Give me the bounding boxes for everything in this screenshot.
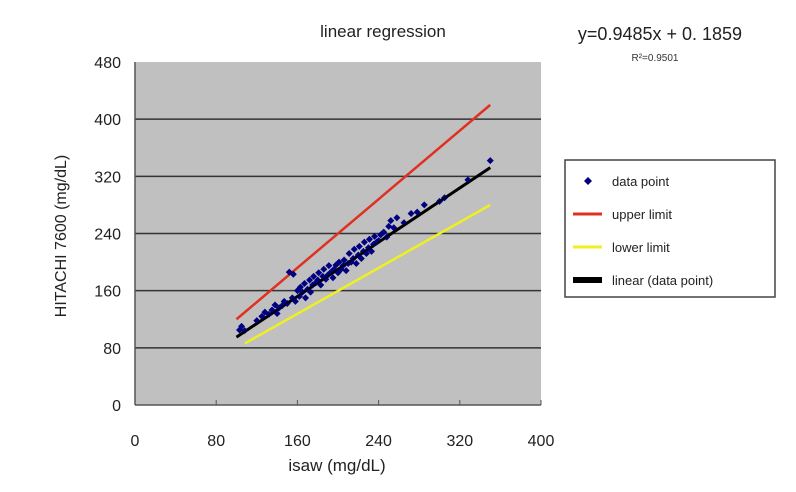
data-point	[360, 238, 368, 246]
x-tick-label: 400	[528, 433, 555, 450]
data-point	[407, 209, 415, 217]
data-point	[342, 267, 350, 275]
data-point	[307, 288, 315, 296]
data-point	[310, 272, 318, 280]
data-point	[385, 222, 393, 230]
data-point	[367, 247, 375, 255]
data-point	[380, 228, 388, 236]
y-axis-label: HITACHI 7600 (mg/dL)	[53, 155, 70, 317]
y-tick-label: 480	[94, 55, 121, 72]
data-point	[352, 260, 360, 268]
data-point	[350, 245, 358, 253]
data-point	[413, 208, 421, 216]
data-point	[238, 322, 246, 330]
data-point	[345, 250, 353, 258]
x-tick-label: 240	[365, 433, 392, 450]
data-point	[340, 256, 348, 264]
data-point	[306, 276, 314, 284]
data-point	[335, 258, 343, 266]
x-tick-label: 320	[446, 433, 473, 450]
y-tick-label: 0	[112, 398, 121, 415]
data-point	[317, 281, 325, 289]
r-squared: R²=0.9501	[632, 53, 679, 64]
data-point	[486, 157, 494, 165]
data-point	[301, 280, 309, 288]
regression-line	[236, 167, 491, 338]
data-point	[302, 294, 310, 302]
data-point	[329, 274, 337, 282]
series-line	[244, 203, 491, 345]
data-point	[320, 265, 328, 273]
data-point	[420, 201, 428, 209]
data-point	[325, 262, 333, 270]
x-tick-label: 80	[207, 433, 225, 450]
data-point	[355, 242, 363, 250]
legend-label: data point	[612, 174, 669, 189]
data-point	[289, 270, 297, 278]
legend-label: linear (data point)	[612, 273, 713, 288]
series-line	[235, 103, 492, 321]
legend-label: lower limit	[612, 240, 670, 255]
data-point	[371, 232, 379, 240]
y-tick-label: 160	[94, 284, 121, 301]
y-tick-label: 80	[103, 341, 121, 358]
y-tick-label: 320	[94, 169, 121, 186]
data-point	[365, 235, 373, 243]
y-tick-label: 240	[94, 227, 121, 244]
data-point	[357, 255, 365, 263]
data-point	[375, 237, 383, 245]
data-point	[296, 283, 304, 291]
data-point	[390, 224, 398, 232]
x-tick-label: 160	[284, 433, 311, 450]
legend-label: upper limit	[612, 207, 672, 222]
data-point	[315, 269, 323, 277]
x-axis-label: isaw (mg/dL)	[288, 456, 385, 475]
legend-marker-diamond	[584, 177, 592, 185]
legend	[564, 159, 776, 298]
chart-title: linear regression	[320, 22, 446, 41]
regression-equation: y=0.9485x + 0. 1859	[578, 24, 742, 44]
data-point	[387, 217, 395, 225]
x-tick-label: 0	[131, 433, 140, 450]
data-point	[393, 214, 401, 222]
y-tick-label: 400	[94, 112, 121, 129]
